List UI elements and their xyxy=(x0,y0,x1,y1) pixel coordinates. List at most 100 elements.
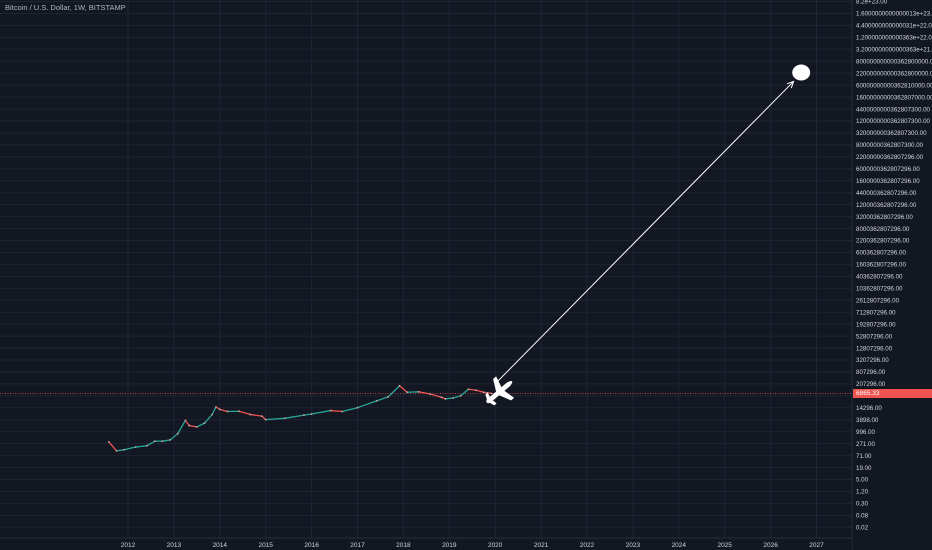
price-point xyxy=(176,432,179,435)
y-tick-label: 160362807296.00 xyxy=(856,262,906,269)
price-segment xyxy=(116,449,125,452)
price-segment xyxy=(357,400,377,409)
price-point xyxy=(356,406,359,409)
trend-arrow-head xyxy=(786,80,795,89)
y-tick-label: 807296.00 xyxy=(856,369,886,376)
y-tick-label: 1600000362807296.00 xyxy=(856,178,920,185)
trend-arrow[interactable] xyxy=(494,81,794,385)
price-segment xyxy=(445,397,454,400)
price-point xyxy=(146,444,149,447)
airplane-wings xyxy=(493,376,515,401)
price-segment xyxy=(452,395,461,399)
y-tick-label: 8.2e+23.00 xyxy=(856,0,888,6)
y-tick-label: 10362807296.00 xyxy=(856,286,903,293)
price-segment xyxy=(376,396,389,402)
price-point xyxy=(329,409,332,412)
time-axis-bg xyxy=(0,538,852,550)
x-tick-label: 2027 xyxy=(809,542,824,549)
price-segment xyxy=(135,445,148,448)
price-segment xyxy=(184,420,190,426)
x-tick-label: 2023 xyxy=(626,542,641,549)
y-tick-label: 40362807296.00 xyxy=(856,274,903,281)
y-tick-label: 0.30 xyxy=(856,501,869,508)
price-point xyxy=(218,408,221,411)
airplane-body xyxy=(486,380,513,404)
price-segment xyxy=(387,385,401,398)
price-point xyxy=(188,424,191,427)
x-tick-label: 2022 xyxy=(580,542,595,549)
time-axis[interactable]: 2012 2013 2014 2015 2016 2017 2018 2019 2020 2021… xyxy=(0,537,852,550)
price-point xyxy=(440,396,443,399)
y-tick-label: 52807296.00 xyxy=(856,333,893,340)
x-tick-label: 2018 xyxy=(396,542,411,549)
y-tick-label: 5.00 xyxy=(856,477,869,484)
price-point xyxy=(249,413,252,416)
price-segment xyxy=(468,388,477,391)
price-point xyxy=(387,395,389,398)
airplane-icon[interactable] xyxy=(478,371,521,414)
price-point xyxy=(184,419,187,422)
price-segment xyxy=(211,406,217,415)
price-point xyxy=(203,422,206,425)
price-point xyxy=(467,388,470,391)
y-tick-label: 220000000000362800000.00 xyxy=(856,70,932,77)
price-segment xyxy=(219,408,228,413)
x-tick-label: 2021 xyxy=(534,542,549,549)
x-tick-label: 2016 xyxy=(304,542,319,549)
x-tick-label: 2025 xyxy=(717,542,732,549)
y-tick-label: 271.00 xyxy=(856,441,875,448)
x-tick-label: 2017 xyxy=(350,542,365,549)
y-tick-label: 1.200000000000363e+22.00 xyxy=(856,35,932,42)
y-tick-label: 80000000362807300.00 xyxy=(856,142,924,149)
price-point xyxy=(459,394,462,397)
price-point xyxy=(107,441,110,443)
y-tick-label: 22000000362807296.00 xyxy=(856,154,924,161)
y-tick-label: 120000362807296.00 xyxy=(856,202,917,209)
y-tick-label: 320000000362807300.00 xyxy=(856,130,927,137)
price-segment xyxy=(146,440,156,447)
price-point xyxy=(115,449,118,452)
price-axis[interactable]: 8.2e+23.00 1.6000000000000013e+23.00 4.400… xyxy=(851,0,932,550)
price-point xyxy=(398,384,401,387)
price-point xyxy=(417,390,420,393)
y-tick-label: 600362807296.00 xyxy=(856,250,906,257)
y-tick-label: 14296.00 xyxy=(856,405,882,412)
price-segment xyxy=(284,414,305,419)
price-segment xyxy=(108,441,118,452)
price-point xyxy=(490,392,493,395)
y-tick-label: 12807296.00 xyxy=(856,345,893,352)
y-tick-label: 71.00 xyxy=(856,453,872,460)
price-segment xyxy=(475,389,484,393)
x-tick-label: 2019 xyxy=(442,542,457,549)
annotations[interactable] xyxy=(478,64,811,414)
price-segment xyxy=(238,410,251,416)
y-tick-label: 8000362807296.00 xyxy=(856,226,910,233)
price-series xyxy=(107,384,493,452)
y-tick-label: 4400000000362807300.00 xyxy=(856,106,931,113)
y-tick-label: 16000000000362807000.00 xyxy=(856,94,932,101)
price-point xyxy=(260,415,263,418)
y-tick-label: 1.20 xyxy=(856,489,869,496)
y-tick-label: 712807296.00 xyxy=(856,309,896,316)
price-point xyxy=(134,446,137,448)
price-segment xyxy=(169,433,179,441)
price-segment xyxy=(124,446,136,451)
y-tick-label: 2200362807296.00 xyxy=(856,238,910,245)
price-segment xyxy=(342,407,358,413)
y-tick-label: 0.02 xyxy=(856,525,869,532)
price-point xyxy=(195,426,198,428)
y-tick-label: 207296.00 xyxy=(856,381,886,388)
price-point xyxy=(444,397,447,400)
x-tick-label: 2015 xyxy=(258,542,273,549)
price-point xyxy=(161,440,164,443)
x-tick-label: 2014 xyxy=(213,542,228,549)
price-axis-bg xyxy=(852,0,932,550)
price-point xyxy=(215,406,217,408)
y-tick-label: 2612807296.00 xyxy=(856,297,900,304)
price-point xyxy=(341,410,344,413)
moon-icon[interactable] xyxy=(792,64,811,81)
y-tick-label: 3898.00 xyxy=(856,417,879,424)
price-segment xyxy=(399,385,408,393)
